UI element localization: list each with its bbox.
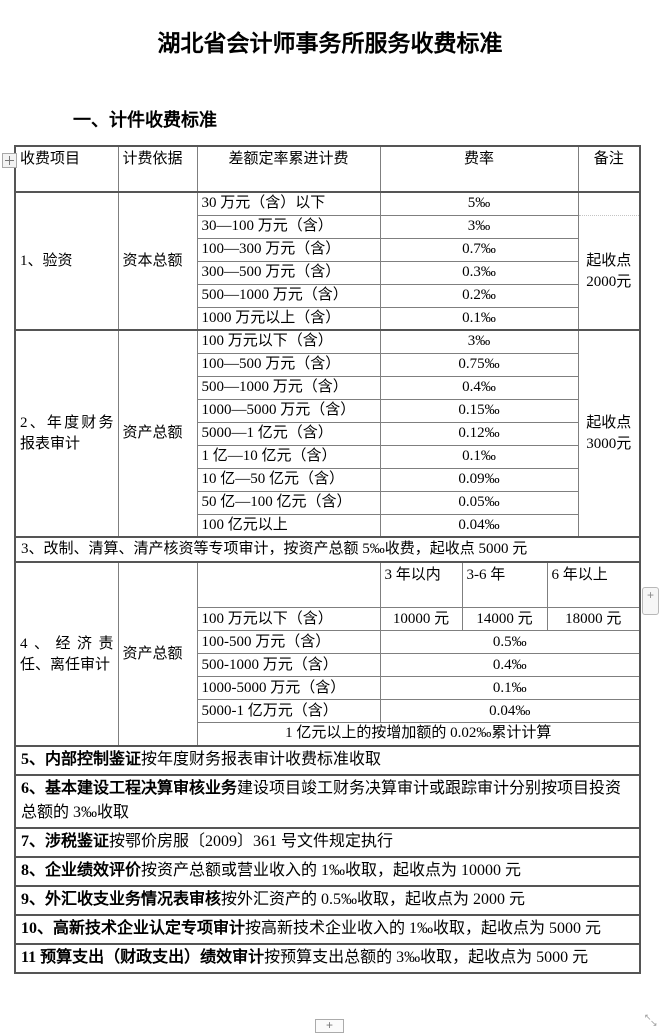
tier-cell: 5000-1 亿万元（含） (196, 699, 381, 723)
rate-cell: 0.4‰ (379, 653, 641, 677)
tier-cell: 500-1000 万元（含） (196, 653, 381, 677)
remark-empty-cell (577, 191, 641, 216)
tier-cell: 1000 万元以上（含） (196, 306, 381, 331)
s4-footer-cell: 1 亿元以上的按增加额的 0.02‰累计计算 (196, 722, 641, 746)
rate-cell: 0.12‰ (379, 421, 579, 446)
rate-cell: 0.2‰ (379, 283, 579, 308)
tier-cell: 100—500 万元（含） (196, 352, 381, 377)
note-row: 7、涉税鉴证按鄂价房服〔2009〕361 号文件规定执行 (14, 826, 641, 857)
rate-cell: 0.05‰ (379, 490, 579, 515)
item-cell: 2、年度财务报表审计 (14, 329, 119, 538)
basis-cell: 资产总额 (117, 561, 198, 746)
note-row: 11 预算支出（财政支出）绩效审计按预算支出总额的 3‰收取，起收点为 5000… (14, 942, 641, 973)
rate-cell: 5‰ (379, 191, 579, 216)
header-item: 收费项目 (14, 145, 119, 193)
header-rate: 费率 (379, 145, 579, 193)
note-row: 8、企业绩效评价按资产总额或营业收入的 1‰收取，起收点为 10000 元 (14, 855, 641, 886)
insert-row-button[interactable]: + (315, 1019, 344, 1033)
plus-icon: + (646, 588, 654, 602)
table-resize-handle[interactable]: ↖ ↘ (644, 1014, 659, 1030)
rate-cell: 3‰ (379, 329, 579, 354)
tier-cell: 100 亿元以上 (196, 513, 381, 538)
rate-cell: 0.4‰ (379, 375, 579, 400)
tier-cell: 1 亿—10 亿元（含） (196, 444, 381, 469)
header-remark: 备注 (577, 145, 641, 193)
fee-table: 收费项目 计费依据 差额定率累进计费 费率 备注 1、验资 资本总额 30 万元… (14, 145, 642, 974)
rate-cell: 0.04‰ (379, 513, 579, 538)
tier-cell: 30—100 万元（含） (196, 214, 381, 239)
year-header-cell: 6 年以上 (546, 561, 641, 608)
note-rest: 按鄂价房服〔2009〕361 号文件规定执行 (109, 832, 394, 850)
note-lead: 11 预算支出（财政支出）绩效审计 (21, 948, 265, 966)
note-row: 5、内部控制鉴证按年度财务报表审计收费标准收取 (14, 744, 641, 775)
tier-cell: 30 万元（含）以下 (196, 191, 381, 216)
remark-cell: 起收点2000元 (577, 214, 641, 331)
rate-cell: 3‰ (379, 214, 579, 239)
note-lead: 6、基本建设工程决算审核业务 (21, 779, 238, 797)
note-rest: 按外汇资产的 0.5‰收取，起收点为 2000 元 (221, 890, 526, 908)
year-header-cell: 3-6 年 (461, 561, 548, 608)
header-basis: 计费依据 (117, 145, 198, 193)
tier-cell: 1000-5000 万元（含） (196, 676, 381, 700)
insert-column-button[interactable]: + (642, 587, 659, 615)
rate-cell: 0.1‰ (379, 444, 579, 469)
item-cell: 4、经济责任、离任审计 (14, 561, 119, 746)
empty-cell (196, 561, 381, 608)
note-rest: 按年度财务报表审计收费标准收取 (141, 750, 382, 768)
move-icon (3, 154, 16, 167)
page-title: 湖北省会计师事务所服务收费标准 (157, 31, 503, 56)
rate-cell: 0.1‰ (379, 676, 641, 700)
note-lead: 5、内部控制鉴证 (21, 750, 142, 768)
value-cell: 10000 元 (379, 607, 463, 631)
item-cell: 1、验资 (14, 191, 119, 331)
special-audit-row: 3、改制、清算、清产核资等专项审计，按资产总额 5‰收费，起收点 5000 元 (14, 536, 641, 563)
tier-cell: 500—1000 万元（含） (196, 375, 381, 400)
basis-cell: 资本总额 (117, 191, 198, 331)
rate-cell: 0.3‰ (379, 260, 579, 285)
tier-cell: 50 亿—100 亿元（含） (196, 490, 381, 515)
rate-cell: 0.7‰ (379, 237, 579, 262)
resize-arrow-se-icon: ↘ (650, 1019, 658, 1029)
basis-cell: 资产总额 (117, 329, 198, 538)
rate-cell: 0.1‰ (379, 306, 579, 331)
rate-cell: 0.04‰ (379, 699, 641, 723)
note-lead: 8、企业绩效评价 (21, 861, 142, 879)
plus-icon: + (325, 1018, 333, 1032)
tier-cell: 100 万元以下（含） (196, 607, 381, 631)
note-row: 6、基本建设工程决算审核业务建设项目竣工财务决算审计或跟踪审计分别按项目投资总额… (14, 773, 641, 828)
tier-cell: 100 万元以下（含） (196, 329, 381, 354)
tier-cell: 100—300 万元（含） (196, 237, 381, 262)
tier-cell: 1000—5000 万元（含） (196, 398, 381, 423)
tier-cell: 10 亿—50 亿元（含） (196, 467, 381, 492)
tier-cell: 100-500 万元（含） (196, 630, 381, 654)
header-tiers: 差额定率累进计费 (196, 145, 381, 193)
note-lead: 10、高新技术企业认定专项审计 (21, 919, 246, 937)
tier-cell: 500—1000 万元（含） (196, 283, 381, 308)
table-move-handle[interactable] (2, 153, 17, 168)
note-row: 9、外汇收支业务情况表审核按外汇资产的 0.5‰收取，起收点为 2000 元 (14, 884, 641, 915)
rate-cell: 0.75‰ (379, 352, 579, 377)
note-rest: 按资产总额或营业收入的 1‰收取，起收点为 10000 元 (141, 861, 522, 879)
tier-cell: 300—500 万元（含） (196, 260, 381, 285)
note-rest: 按高新技术企业收入的 1‰收取，起收点为 5000 元 (245, 919, 602, 937)
note-rest: 按预算支出总额的 3‰收取，起收点为 5000 元 (264, 948, 589, 966)
note-lead: 9、外汇收支业务情况表审核 (21, 890, 222, 908)
rate-cell: 0.15‰ (379, 398, 579, 423)
remark-cell: 起收点3000元 (577, 329, 641, 538)
note-lead: 7、涉税鉴证 (21, 832, 110, 850)
note-row: 10、高新技术企业认定专项审计按高新技术企业收入的 1‰收取，起收点为 5000… (14, 913, 641, 944)
rate-cell: 0.5‰ (379, 630, 641, 654)
value-cell: 14000 元 (461, 607, 548, 631)
year-header-cell: 3 年以内 (379, 561, 463, 608)
section-heading: 一、计件收费标准 (73, 110, 217, 130)
value-cell: 18000 元 (546, 607, 641, 631)
tier-cell: 5000—1 亿元（含） (196, 421, 381, 446)
rate-cell: 0.09‰ (379, 467, 579, 492)
note-rest: 建设项目竣工财务决算审计或跟踪审计分别按项目投资总额的 3‰收取 (21, 779, 622, 821)
